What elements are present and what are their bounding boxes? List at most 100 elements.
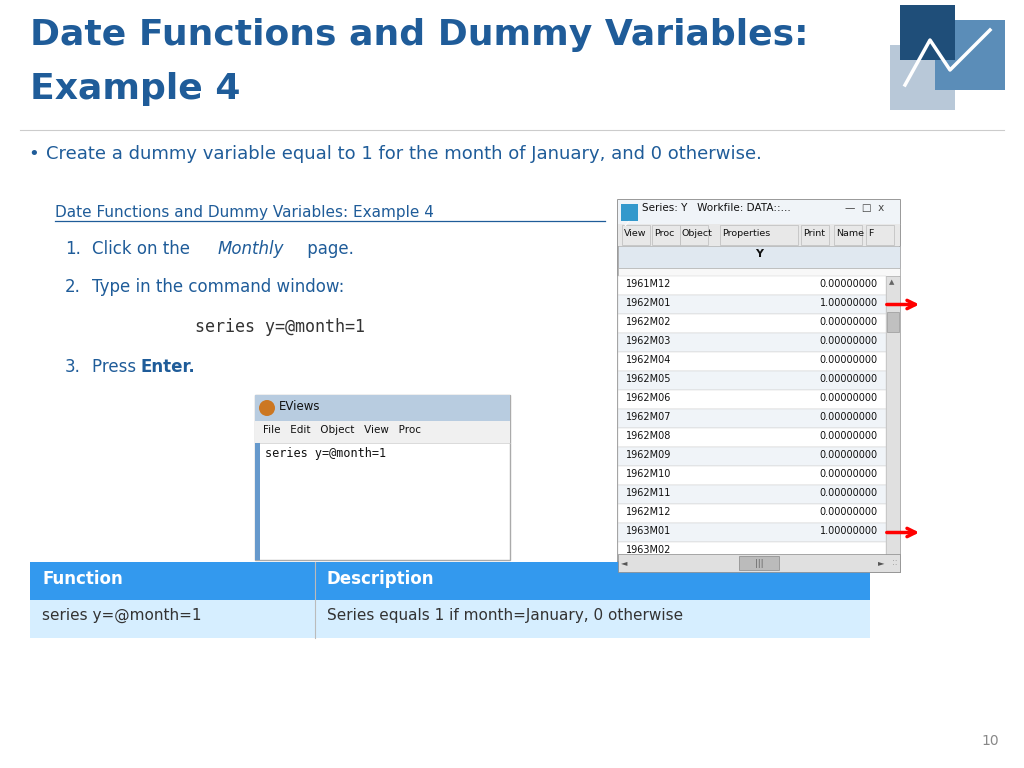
- Text: 0.00000000: 0.00000000: [820, 336, 878, 346]
- Text: 2.: 2.: [65, 278, 81, 296]
- Text: F: F: [868, 229, 873, 238]
- Text: page.: page.: [302, 240, 354, 258]
- Text: 1962M07: 1962M07: [626, 412, 672, 422]
- Text: Click on the: Click on the: [92, 240, 196, 258]
- Text: 1962M12: 1962M12: [626, 507, 672, 517]
- Text: series y=@month=1: series y=@month=1: [195, 318, 365, 336]
- Text: |||: |||: [755, 559, 763, 568]
- FancyBboxPatch shape: [618, 504, 886, 523]
- FancyBboxPatch shape: [618, 268, 900, 276]
- FancyBboxPatch shape: [618, 314, 886, 333]
- Text: EViews: EViews: [279, 400, 321, 413]
- FancyBboxPatch shape: [935, 20, 1005, 90]
- FancyBboxPatch shape: [618, 409, 886, 428]
- Text: —  □  x: — □ x: [845, 203, 885, 213]
- Text: 0.00000000: 0.00000000: [820, 317, 878, 327]
- FancyBboxPatch shape: [618, 246, 900, 268]
- FancyBboxPatch shape: [255, 443, 260, 560]
- Text: 0.00000000: 0.00000000: [820, 412, 878, 422]
- Text: Type in the command window:: Type in the command window:: [92, 278, 344, 296]
- Text: ◄: ◄: [621, 558, 628, 567]
- Circle shape: [259, 400, 275, 416]
- FancyBboxPatch shape: [618, 200, 900, 224]
- Text: 1963M01: 1963M01: [626, 526, 672, 536]
- FancyBboxPatch shape: [618, 352, 886, 371]
- FancyBboxPatch shape: [680, 225, 708, 245]
- Text: 0.00000000: 0.00000000: [820, 469, 878, 479]
- FancyBboxPatch shape: [834, 225, 862, 245]
- Text: 0.00000000: 0.00000000: [820, 374, 878, 384]
- Text: Series: Y   Workfile: DATA::...: Series: Y Workfile: DATA::...: [642, 203, 791, 213]
- Text: 1.: 1.: [65, 240, 81, 258]
- Text: 1962M09: 1962M09: [626, 450, 672, 460]
- Text: Example 4: Example 4: [30, 72, 241, 106]
- FancyBboxPatch shape: [887, 312, 899, 332]
- Text: ▲: ▲: [889, 279, 894, 285]
- FancyBboxPatch shape: [890, 45, 955, 110]
- FancyBboxPatch shape: [618, 390, 886, 409]
- Text: 10: 10: [981, 734, 999, 748]
- Text: 3.: 3.: [65, 358, 81, 376]
- FancyBboxPatch shape: [652, 225, 680, 245]
- FancyBboxPatch shape: [618, 295, 886, 314]
- FancyBboxPatch shape: [618, 542, 886, 561]
- FancyBboxPatch shape: [618, 276, 886, 295]
- Text: 0.00000000: 0.00000000: [820, 431, 878, 441]
- Text: 1.00000000: 1.00000000: [820, 298, 878, 308]
- Text: 1962M10: 1962M10: [626, 469, 672, 479]
- Text: 0.00000000: 0.00000000: [820, 393, 878, 403]
- Text: Create a dummy variable equal to 1 for the month of January, and 0 otherwise.: Create a dummy variable equal to 1 for t…: [46, 145, 762, 163]
- Text: 1962M03: 1962M03: [626, 336, 672, 346]
- Text: Enter.: Enter.: [140, 358, 195, 376]
- Text: Series equals 1 if month=January, 0 otherwise: Series equals 1 if month=January, 0 othe…: [327, 608, 683, 623]
- Text: 0.00000000: 0.00000000: [820, 488, 878, 498]
- FancyBboxPatch shape: [866, 225, 894, 245]
- Text: Name: Name: [836, 229, 864, 238]
- FancyBboxPatch shape: [618, 200, 900, 572]
- Text: Proc: Proc: [654, 229, 675, 238]
- Text: ►: ►: [878, 558, 885, 567]
- FancyBboxPatch shape: [618, 485, 886, 504]
- Text: File   Edit   Object   View   Proc: File Edit Object View Proc: [263, 425, 421, 435]
- Text: 1961M12: 1961M12: [626, 279, 672, 289]
- FancyBboxPatch shape: [618, 554, 900, 572]
- Text: ✓: ✓: [623, 219, 631, 229]
- Text: Y: Y: [755, 249, 763, 259]
- FancyBboxPatch shape: [900, 5, 955, 60]
- FancyBboxPatch shape: [255, 395, 510, 560]
- Text: Date Functions and Dummy Variables: Example 4: Date Functions and Dummy Variables: Exam…: [55, 205, 434, 220]
- FancyBboxPatch shape: [618, 428, 886, 447]
- Text: 1962M04: 1962M04: [626, 355, 672, 365]
- FancyBboxPatch shape: [618, 447, 886, 466]
- FancyBboxPatch shape: [618, 523, 886, 542]
- Text: Properties: Properties: [722, 229, 770, 238]
- Text: ::: ::: [892, 558, 897, 567]
- Text: Object: Object: [682, 229, 713, 238]
- Text: 1962M08: 1962M08: [626, 431, 672, 441]
- FancyBboxPatch shape: [801, 225, 829, 245]
- Text: •: •: [28, 145, 39, 163]
- Text: 1962M01: 1962M01: [626, 298, 672, 308]
- Text: View: View: [624, 229, 646, 238]
- Text: 1962M02: 1962M02: [626, 317, 672, 327]
- FancyBboxPatch shape: [618, 224, 900, 246]
- Text: Print: Print: [803, 229, 825, 238]
- Text: series y=@month=1: series y=@month=1: [42, 608, 202, 623]
- FancyBboxPatch shape: [618, 333, 886, 352]
- FancyBboxPatch shape: [255, 395, 510, 421]
- Text: 0.00000000: 0.00000000: [820, 279, 878, 289]
- FancyBboxPatch shape: [618, 371, 886, 390]
- Text: Press: Press: [92, 358, 141, 376]
- FancyBboxPatch shape: [622, 225, 650, 245]
- Text: series y=@month=1: series y=@month=1: [265, 447, 386, 460]
- Text: 1963M02: 1963M02: [626, 545, 672, 555]
- Text: Function: Function: [42, 570, 123, 588]
- FancyBboxPatch shape: [621, 204, 638, 221]
- Text: 1962M05: 1962M05: [626, 374, 672, 384]
- FancyBboxPatch shape: [618, 466, 886, 485]
- FancyBboxPatch shape: [739, 556, 779, 570]
- Text: Description: Description: [327, 570, 434, 588]
- FancyBboxPatch shape: [30, 562, 870, 600]
- Text: Monthly: Monthly: [218, 240, 285, 258]
- FancyBboxPatch shape: [720, 225, 798, 245]
